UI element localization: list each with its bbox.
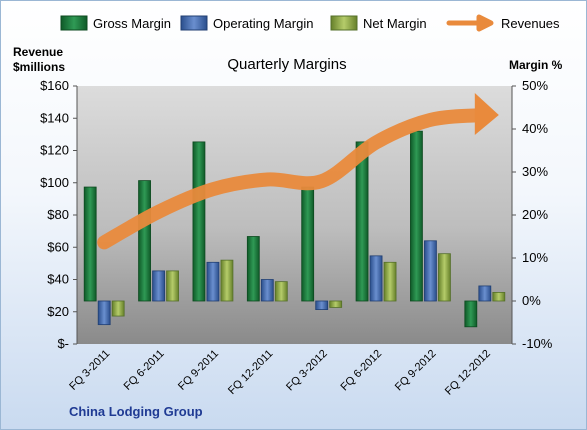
revenue-line-path xyxy=(97,108,492,250)
right-tick-label: 30% xyxy=(522,164,548,179)
left-tick-label: $60 xyxy=(47,239,69,254)
chart-title: Quarterly Margins xyxy=(227,56,346,73)
left-axis: $- $20 $40 $60 $80 $100 $120 $140 $160 xyxy=(40,78,78,351)
left-tick-label: $120 xyxy=(40,143,69,158)
gross-margin-bar xyxy=(246,236,260,302)
operating-margin-bar xyxy=(369,255,383,302)
company-name: China Lodging Group xyxy=(69,404,203,419)
net-margin-bar xyxy=(274,281,288,302)
left-tick-label: $100 xyxy=(40,175,69,190)
x-tick-label: FQ 6-2012 xyxy=(339,348,385,394)
legend-label-gross-margin: Gross Margin xyxy=(93,16,171,31)
right-tick-label: 20% xyxy=(522,207,548,222)
x-tick-label: FQ 12-2012 xyxy=(443,348,493,398)
gross-margin-bar xyxy=(138,180,151,302)
operating-margin-bar xyxy=(97,300,111,326)
revenue-line xyxy=(97,93,499,250)
legend-swatch-gross-margin xyxy=(60,15,88,31)
right-tick-label: 40% xyxy=(522,121,548,136)
legend-label-net-margin: Net Margin xyxy=(363,16,427,31)
net-margin-bar xyxy=(111,300,125,317)
left-tick-label: $80 xyxy=(47,207,69,222)
left-axis-title-line1: Revenue xyxy=(13,45,63,59)
net-margin-bar xyxy=(166,270,179,302)
x-axis: FQ 3-2011 FQ 6-2011 FQ 9-2011 FQ 12-2011 FQ … xyxy=(67,348,493,398)
gross-margin-bar xyxy=(355,141,369,302)
left-tick-label: $160 xyxy=(40,78,69,93)
x-tick-label: FQ 9-2011 xyxy=(176,348,221,393)
x-tick-label: FQ 3-2012 xyxy=(284,348,330,394)
bar-series xyxy=(83,130,506,328)
legend-label-revenues: Revenues xyxy=(501,16,560,31)
net-margin-bar xyxy=(438,253,451,302)
left-tick-label: $140 xyxy=(40,110,69,125)
x-tick-label: FQ 6-2011 xyxy=(122,348,167,393)
x-tick-label: FQ 12-2011 xyxy=(226,348,275,397)
revenue-arrowhead xyxy=(474,93,499,136)
net-margin-bar xyxy=(383,261,397,302)
legend-swatch-revenues xyxy=(446,14,494,32)
legend-swatch-net-margin xyxy=(330,15,358,31)
operating-margin-bar xyxy=(424,240,437,302)
right-tick-label: 50% xyxy=(522,78,548,93)
right-tick-label: -10% xyxy=(522,336,553,351)
x-tick-label: FQ 9-2012 xyxy=(393,348,439,394)
net-margin-bar xyxy=(329,300,343,308)
right-tick-label: 10% xyxy=(522,250,548,265)
legend: Gross Margin Operating Margin Net Margin… xyxy=(60,14,560,32)
left-tick-label: $- xyxy=(57,336,69,351)
gross-margin-bar xyxy=(192,141,206,302)
right-axis: -10% 0% 10% 20% 30% 40% 50% xyxy=(511,78,553,351)
operating-margin-bar xyxy=(478,285,492,302)
legend-swatch-operating-margin xyxy=(180,15,208,31)
net-margin-bar xyxy=(492,291,506,302)
operating-margin-bar xyxy=(260,279,274,302)
gross-margin-bar xyxy=(301,186,315,302)
net-margin-bar xyxy=(220,259,234,302)
operating-margin-bar xyxy=(206,261,220,302)
x-tick-label: FQ 3-2011 xyxy=(67,348,112,393)
operating-margin-bar xyxy=(315,300,329,311)
left-tick-label: $40 xyxy=(47,272,69,287)
operating-margin-bar xyxy=(152,270,165,302)
gross-margin-bar xyxy=(464,300,478,328)
gross-margin-bar xyxy=(83,186,97,302)
gross-margin-bar xyxy=(410,130,423,302)
legend-label-operating-margin: Operating Margin xyxy=(213,16,313,31)
left-tick-label: $20 xyxy=(47,304,69,319)
right-axis-title: Margin % xyxy=(509,58,563,72)
right-tick-label: 0% xyxy=(522,293,541,308)
left-axis-title-line2: $millions xyxy=(13,60,65,74)
